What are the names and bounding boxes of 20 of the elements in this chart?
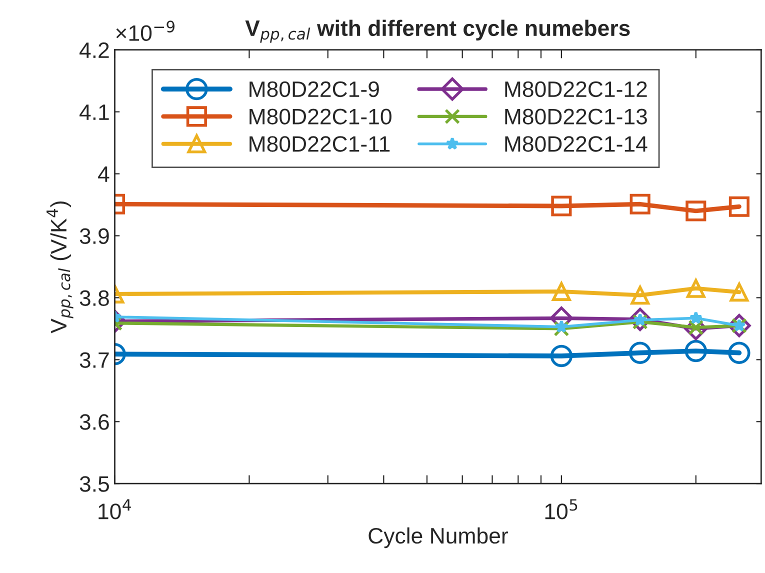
y-tick-label: 3.5 bbox=[80, 476, 109, 492]
legend-label: M80D22C1-11 bbox=[250, 136, 390, 152]
y-tick-label: 3.9 bbox=[80, 228, 109, 244]
legend-label: M80D22C1-10 bbox=[250, 108, 392, 124]
legend-label: M80D22C1-9 bbox=[250, 81, 379, 98]
x-tick-label: 10$^{4}$ bbox=[98, 499, 131, 520]
y-tick-label: 4 bbox=[98, 166, 110, 182]
x-tick-label: 10$^{5}$ bbox=[545, 499, 578, 520]
y-axis-title: V$_{pp,cal}$ (V/K$^{4}$) bbox=[46, 201, 74, 334]
chart-title: V$_{pp,cal}$ with different cycle numebers bbox=[245, 20, 630, 43]
text: ×10$^{−9}$ bbox=[116, 20, 174, 41]
x-axis-title: Cycle Number bbox=[368, 527, 508, 548]
y-tick-label: 3.8 bbox=[80, 290, 109, 306]
legend-label: M80D22C1-12 bbox=[505, 81, 647, 98]
y-tick-label: 3.7 bbox=[80, 352, 109, 368]
legend-label: M80D22C1-13 bbox=[505, 108, 647, 124]
y-tick-label: 3.6 bbox=[80, 414, 109, 430]
legend-label: M80D22C1-14 bbox=[505, 136, 648, 152]
y-tick-label: 4.2 bbox=[80, 42, 109, 58]
y-tick-label: 4.1 bbox=[80, 104, 109, 120]
